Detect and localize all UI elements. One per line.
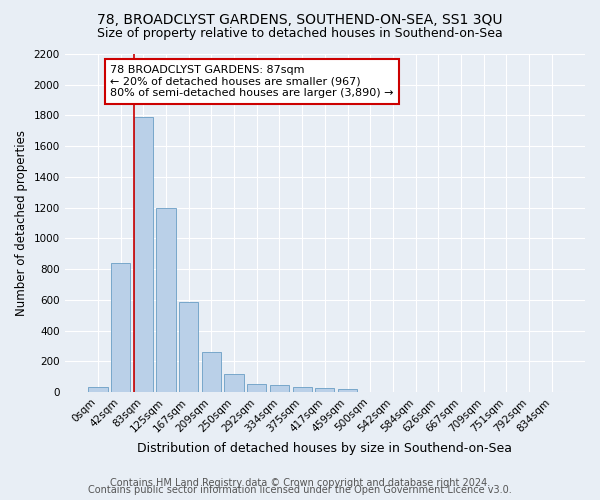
Bar xyxy=(157,208,176,392)
Bar xyxy=(179,302,199,392)
Bar xyxy=(293,386,312,392)
Bar xyxy=(338,389,357,392)
Text: Contains HM Land Registry data © Crown copyright and database right 2024.: Contains HM Land Registry data © Crown c… xyxy=(110,478,490,488)
Bar xyxy=(315,388,334,392)
Text: Contains public sector information licensed under the Open Government Licence v3: Contains public sector information licen… xyxy=(88,485,512,495)
Text: 78 BROADCLYST GARDENS: 87sqm
← 20% of detached houses are smaller (967)
80% of s: 78 BROADCLYST GARDENS: 87sqm ← 20% of de… xyxy=(110,65,394,98)
Y-axis label: Number of detached properties: Number of detached properties xyxy=(15,130,28,316)
Bar xyxy=(224,374,244,392)
Bar xyxy=(111,263,130,392)
Bar xyxy=(88,388,107,392)
Text: Size of property relative to detached houses in Southend-on-Sea: Size of property relative to detached ho… xyxy=(97,28,503,40)
Bar xyxy=(270,384,289,392)
X-axis label: Distribution of detached houses by size in Southend-on-Sea: Distribution of detached houses by size … xyxy=(137,442,512,455)
Bar xyxy=(247,384,266,392)
Bar xyxy=(134,117,153,392)
Text: 78, BROADCLYST GARDENS, SOUTHEND-ON-SEA, SS1 3QU: 78, BROADCLYST GARDENS, SOUTHEND-ON-SEA,… xyxy=(97,12,503,26)
Bar xyxy=(202,352,221,392)
